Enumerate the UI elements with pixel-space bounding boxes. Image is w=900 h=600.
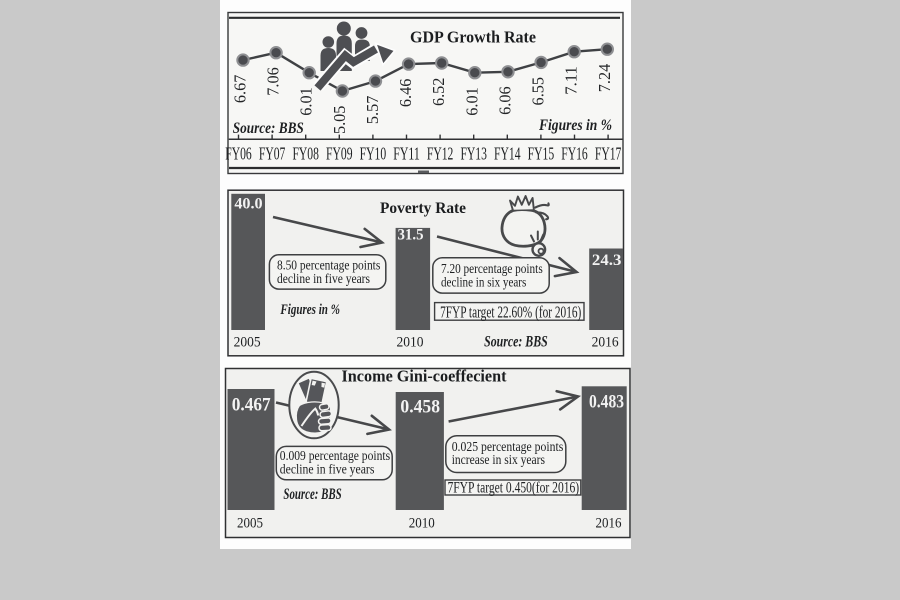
svg-text:8.50 percentage points: 8.50 percentage points <box>277 258 380 273</box>
svg-text:2010: 2010 <box>397 335 424 351</box>
svg-text:7FYP target 0.450(for 2016): 7FYP target 0.450(for 2016) <box>447 478 579 497</box>
svg-text:0.458: 0.458 <box>400 397 440 418</box>
svg-text:5.57: 5.57 <box>363 96 382 125</box>
svg-text:FY15: FY15 <box>528 144 555 164</box>
svg-text:Source: BBS: Source: BBS <box>484 334 548 351</box>
svg-text:Poverty Rate: Poverty Rate <box>380 198 466 217</box>
svg-text:GDP Growth Rate: GDP Growth Rate <box>410 28 536 47</box>
svg-text:5.05: 5.05 <box>330 106 349 135</box>
svg-text:Figures in %: Figures in % <box>280 302 340 318</box>
svg-text:decline in five years: decline in five years <box>280 461 375 476</box>
svg-text:31.5: 31.5 <box>398 227 424 244</box>
svg-text:FY17: FY17 <box>595 144 622 164</box>
svg-text:7FYP target 22.60% (for 2016): 7FYP target 22.60% (for 2016) <box>440 303 581 322</box>
svg-text:FY11: FY11 <box>393 144 420 164</box>
svg-text:7.20 percentage points: 7.20 percentage points <box>441 261 543 276</box>
svg-text:0.025 percentage points: 0.025 percentage points <box>452 439 564 454</box>
svg-text:0.483: 0.483 <box>589 392 624 413</box>
svg-text:24.3: 24.3 <box>592 252 622 269</box>
svg-text:6.01: 6.01 <box>462 87 481 116</box>
svg-text:0.467: 0.467 <box>232 395 271 416</box>
svg-text:Figures in %: Figures in % <box>538 117 612 134</box>
svg-text:Income Gini-coeffecient: Income Gini-coeffecient <box>342 367 507 386</box>
svg-text:0.009 percentage points: 0.009 percentage points <box>280 448 390 463</box>
svg-text:FY14: FY14 <box>494 144 521 164</box>
svg-text:decline in six years: decline in six years <box>441 274 526 289</box>
svg-text:6.46: 6.46 <box>396 79 415 108</box>
svg-text:FY16: FY16 <box>561 144 588 164</box>
svg-text:FY08: FY08 <box>292 144 319 164</box>
svg-text:FY09: FY09 <box>326 144 353 164</box>
svg-text:40.0: 40.0 <box>234 196 263 213</box>
svg-text:6.67: 6.67 <box>231 75 250 104</box>
svg-text:FY12: FY12 <box>427 144 454 164</box>
svg-text:2016: 2016 <box>592 335 619 351</box>
svg-text:Source: BBS: Source: BBS <box>283 486 341 503</box>
svg-text:Source: BBS: Source: BBS <box>233 120 304 137</box>
svg-text:2016: 2016 <box>596 516 622 532</box>
svg-text:FY13: FY13 <box>460 144 487 164</box>
svg-text:FY10: FY10 <box>360 144 387 164</box>
svg-text:FY07: FY07 <box>259 144 286 164</box>
svg-text:FY06: FY06 <box>225 144 252 164</box>
svg-text:2010: 2010 <box>409 516 435 532</box>
svg-text:6.55: 6.55 <box>529 77 548 106</box>
svg-text:6.52: 6.52 <box>429 78 448 107</box>
svg-text:7.11: 7.11 <box>562 66 581 95</box>
svg-text:2005: 2005 <box>237 516 263 532</box>
svg-text:2005: 2005 <box>234 335 261 351</box>
svg-text:increase in six years: increase in six years <box>452 452 545 467</box>
svg-text:decline in five years: decline in five years <box>277 271 370 286</box>
svg-text:7.24: 7.24 <box>595 64 614 93</box>
svg-text:7.06: 7.06 <box>264 67 283 96</box>
svg-text:6.06: 6.06 <box>496 86 515 115</box>
svg-text:6.01: 6.01 <box>297 87 316 116</box>
